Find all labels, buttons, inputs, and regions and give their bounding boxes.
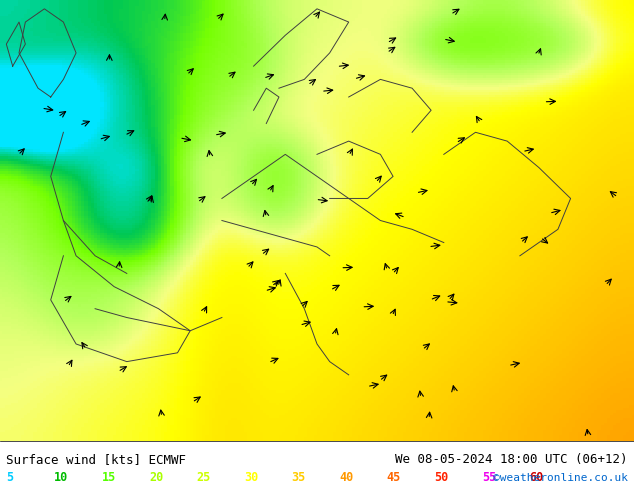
Text: 15: 15 — [101, 471, 115, 484]
Text: Surface wind [kts] ECMWF: Surface wind [kts] ECMWF — [6, 453, 186, 466]
Text: 20: 20 — [149, 471, 163, 484]
Text: 35: 35 — [292, 471, 306, 484]
Text: 25: 25 — [197, 471, 210, 484]
Text: 55: 55 — [482, 471, 496, 484]
Text: ©weatheronline.co.uk: ©weatheronline.co.uk — [493, 473, 628, 483]
Text: 45: 45 — [387, 471, 401, 484]
Text: 10: 10 — [54, 471, 68, 484]
Text: We 08-05-2024 18:00 UTC (06+12): We 08-05-2024 18:00 UTC (06+12) — [395, 453, 628, 466]
Text: 30: 30 — [244, 471, 258, 484]
Text: 60: 60 — [529, 471, 543, 484]
Text: 50: 50 — [434, 471, 448, 484]
Text: 5: 5 — [6, 471, 13, 484]
Text: 40: 40 — [339, 471, 353, 484]
